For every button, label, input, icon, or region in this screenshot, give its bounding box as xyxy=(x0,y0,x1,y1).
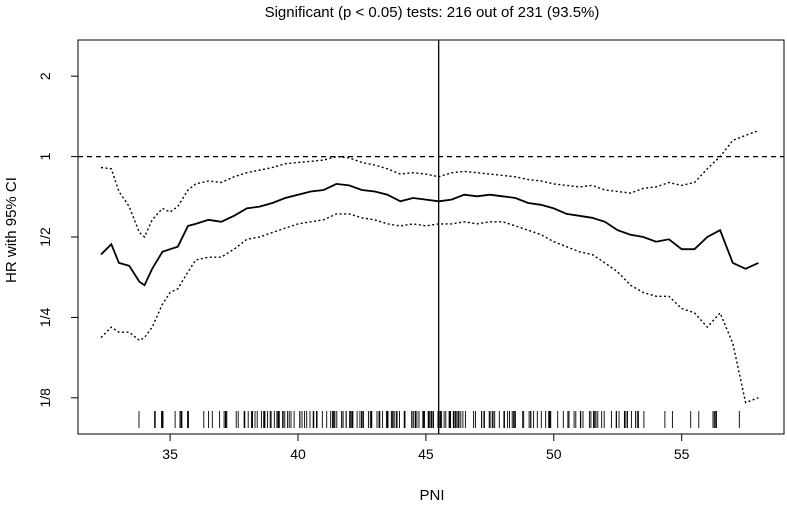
chart-title: Significant (p < 0.05) tests: 216 out of… xyxy=(265,4,600,21)
x-tick-label: 50 xyxy=(546,446,562,462)
rug-marks xyxy=(138,411,740,428)
series-line-estimate xyxy=(100,182,759,287)
x-tick-label: 55 xyxy=(674,446,690,462)
x-tick-label: 35 xyxy=(162,446,178,462)
y-axis-label: HR with 95% CI xyxy=(3,177,20,283)
plot-frame xyxy=(77,39,785,435)
grid-lines xyxy=(78,40,784,434)
y-tick-label: 1/4 xyxy=(37,307,53,327)
x-axis: 35 40 45 50 55 xyxy=(162,434,690,462)
x-tick-label: 40 xyxy=(290,446,306,462)
series-line-lower-ci xyxy=(100,213,759,404)
x-tick-label: 45 xyxy=(418,446,434,462)
series-line-upper-ci xyxy=(100,130,759,239)
y-tick-label: 1 xyxy=(37,152,53,160)
x-axis-label: PNI xyxy=(419,487,444,504)
y-tick-label: 2 xyxy=(37,72,53,80)
series-layer xyxy=(100,130,759,404)
y-tick-label: 1/2 xyxy=(37,227,53,247)
y-tick-label: 1/8 xyxy=(37,388,53,408)
y-axis: 2 1 1/2 1/4 1/8 xyxy=(37,72,78,408)
